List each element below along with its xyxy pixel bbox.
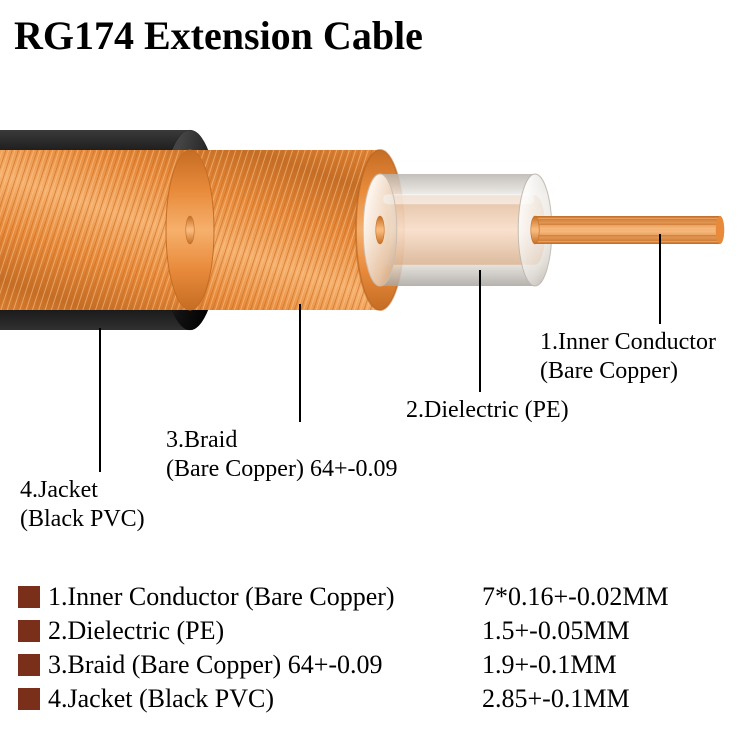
callout-line1: 2.Dielectric (PE) [406,396,569,425]
spec-swatch [18,586,40,608]
callout-dielectric: 2.Dielectric (PE) [406,396,569,425]
callout-line1: 1.Inner Conductor [540,328,716,357]
callout-line2: (Bare Copper) 64+-0.09 [166,455,397,484]
spec-swatch [18,688,40,710]
spec-swatch [18,654,40,676]
spec-swatch [18,620,40,642]
spec-label: 4.Jacket (Black PVC) [48,684,482,714]
spec-table: 1.Inner Conductor (Bare Copper)7*0.16+-0… [18,580,732,716]
callout-line2: (Black PVC) [20,505,145,534]
spec-row: 1.Inner Conductor (Bare Copper)7*0.16+-0… [18,580,732,614]
page-title: RG174 Extension Cable [14,12,423,59]
spec-value: 7*0.16+-0.02MM [482,582,732,612]
spec-row: 3.Braid (Bare Copper) 64+-0.091.9+-0.1MM [18,648,732,682]
spec-value: 2.85+-0.1MM [482,684,732,714]
spec-row: 4.Jacket (Black PVC)2.85+-0.1MM [18,682,732,716]
spec-label: 1.Inner Conductor (Bare Copper) [48,582,482,612]
spec-value: 1.5+-0.05MM [482,616,732,646]
callout-braid: 3.Braid(Bare Copper) 64+-0.09 [166,426,397,484]
callout-inner-conductor: 1.Inner Conductor(Bare Copper) [540,328,716,386]
callout-line1: 3.Braid [166,426,397,455]
callout-jacket: 4.Jacket(Black PVC) [20,476,145,534]
spec-value: 1.9+-0.1MM [482,650,732,680]
spec-row: 2.Dielectric (PE)1.5+-0.05MM [18,614,732,648]
callout-line2: (Bare Copper) [540,357,716,386]
spec-label: 2.Dielectric (PE) [48,616,482,646]
callout-line1: 4.Jacket [20,476,145,505]
spec-label: 3.Braid (Bare Copper) 64+-0.09 [48,650,482,680]
